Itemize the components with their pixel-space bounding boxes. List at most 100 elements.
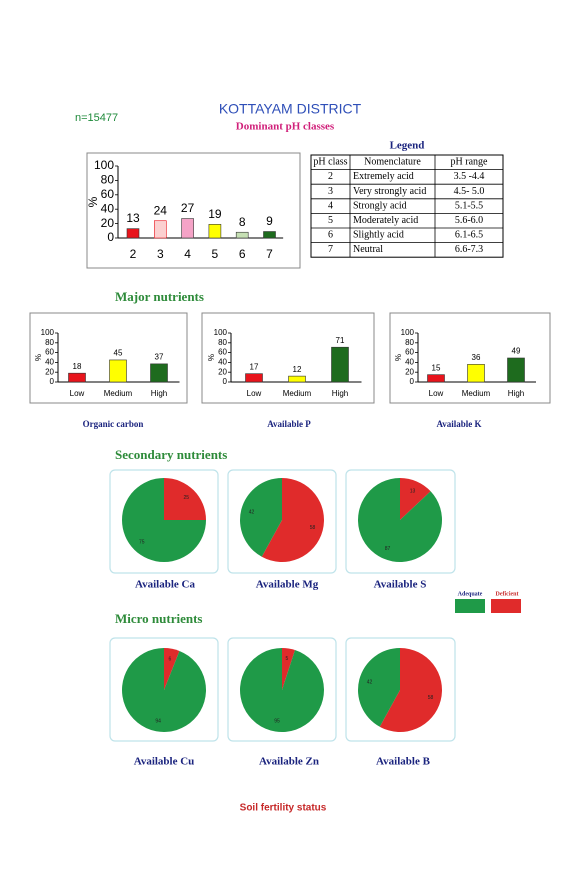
chart-caption: Organic carbon bbox=[83, 419, 144, 429]
slice-label: 58 bbox=[428, 695, 434, 701]
x-tick-label: Low bbox=[70, 389, 85, 398]
value-label: 36 bbox=[472, 353, 481, 362]
table-cell: Extremely acid bbox=[353, 171, 414, 182]
slice-label: 94 bbox=[155, 718, 161, 724]
slice-label: 95 bbox=[274, 718, 280, 724]
y-axis-label: % bbox=[207, 354, 216, 361]
legend-label: Deficient bbox=[496, 591, 519, 597]
y-tick-label: 40 bbox=[101, 201, 115, 215]
x-tick-label: 3 bbox=[157, 247, 164, 261]
y-tick-label: 60 bbox=[218, 348, 227, 357]
table-cell: Strongly acid bbox=[353, 200, 407, 211]
pie-slice bbox=[261, 478, 325, 562]
slice-label: 42 bbox=[249, 509, 255, 515]
bar bbox=[150, 363, 168, 383]
x-tick-label: Low bbox=[247, 389, 262, 398]
y-tick-label: 0 bbox=[107, 230, 114, 244]
y-tick-label: 80 bbox=[218, 338, 227, 347]
y-axis-label: % bbox=[34, 354, 43, 361]
x-tick-label: 6 bbox=[239, 247, 246, 261]
bar bbox=[331, 346, 349, 383]
subtitle: Dominant pH classes bbox=[236, 121, 335, 133]
y-tick-label: 0 bbox=[410, 377, 415, 386]
table-border bbox=[310, 154, 504, 258]
value-label: 19 bbox=[208, 207, 222, 221]
x-tick-label: 4 bbox=[184, 247, 191, 261]
table-cell: 2 bbox=[328, 171, 333, 182]
chart-frame bbox=[389, 312, 551, 404]
table-cell: 4.5- 5.0 bbox=[454, 186, 485, 197]
bar bbox=[467, 364, 485, 383]
value-label: 17 bbox=[250, 362, 259, 371]
chart-caption: Available S bbox=[374, 579, 427, 591]
value-label: 9 bbox=[266, 214, 273, 228]
pie-slice bbox=[358, 478, 442, 562]
bar bbox=[208, 224, 222, 239]
table-header: pH class bbox=[313, 157, 347, 168]
district-title: KOTTAYAM DISTRICT bbox=[219, 101, 362, 117]
bar bbox=[288, 375, 306, 383]
table-cell: 3.5 -4.4 bbox=[454, 171, 485, 182]
y-tick-label: 40 bbox=[45, 358, 54, 367]
y-tick-label: 0 bbox=[223, 377, 228, 386]
chart-caption: Available Cu bbox=[134, 756, 195, 768]
x-tick-label: Medium bbox=[462, 389, 491, 398]
table-header: Nomenclature bbox=[364, 157, 421, 168]
chart-caption: Available K bbox=[436, 419, 481, 429]
sample-count: n=15477 bbox=[75, 112, 118, 124]
footer: Soil fertility status bbox=[240, 803, 327, 814]
x-tick-label: High bbox=[332, 389, 348, 398]
chart-caption: Available Zn bbox=[259, 756, 319, 768]
bar bbox=[68, 372, 86, 383]
table-cell: 3 bbox=[328, 186, 333, 197]
pie-slice bbox=[240, 648, 325, 732]
value-label: 8 bbox=[239, 215, 246, 229]
x-tick-label: High bbox=[508, 389, 524, 398]
legend-label: Adequate bbox=[458, 591, 483, 597]
bar bbox=[245, 373, 263, 383]
legend-swatch bbox=[455, 599, 485, 613]
pie-slice bbox=[240, 478, 282, 557]
bar bbox=[126, 228, 140, 239]
table-cell: 7 bbox=[328, 244, 333, 255]
y-tick-label: 80 bbox=[45, 338, 54, 347]
x-tick-label: Low bbox=[429, 389, 444, 398]
bar bbox=[235, 231, 249, 239]
section-title: Micro nutrients bbox=[115, 611, 203, 626]
bar bbox=[181, 218, 194, 239]
value-label: 18 bbox=[73, 362, 82, 371]
table-cell: 6 bbox=[328, 230, 333, 241]
chart-caption: Available B bbox=[376, 756, 431, 768]
table-cell: 6.6-7.3 bbox=[455, 244, 483, 255]
value-label: 27 bbox=[181, 201, 195, 215]
y-tick-label: 20 bbox=[101, 216, 115, 230]
pie-slice bbox=[400, 478, 431, 520]
slice-label: 42 bbox=[367, 679, 373, 685]
y-tick-label: 100 bbox=[41, 328, 55, 337]
legend-swatch bbox=[491, 599, 521, 613]
bar bbox=[263, 231, 276, 239]
x-tick-label: 7 bbox=[266, 247, 273, 261]
chart-caption: Available Mg bbox=[256, 579, 319, 591]
table-cell: 5 bbox=[328, 215, 333, 226]
value-label: 71 bbox=[336, 336, 345, 345]
x-tick-label: 5 bbox=[212, 247, 219, 261]
pie-slice bbox=[122, 478, 206, 562]
value-label: 13 bbox=[126, 211, 140, 225]
y-tick-label: 80 bbox=[101, 173, 115, 187]
chart-caption: Available P bbox=[267, 419, 311, 429]
slice-label: 58 bbox=[310, 525, 316, 531]
y-tick-label: 0 bbox=[50, 377, 55, 386]
value-label: 49 bbox=[512, 347, 521, 356]
pie-slice bbox=[282, 648, 295, 690]
x-tick-label: Medium bbox=[283, 389, 312, 398]
slice-label: 25 bbox=[183, 495, 189, 501]
table-cell: Very strongly acid bbox=[353, 186, 426, 197]
y-axis-label: % bbox=[394, 354, 403, 361]
bar bbox=[154, 220, 167, 239]
y-tick-label: 20 bbox=[218, 367, 227, 376]
pie-slice bbox=[164, 478, 206, 520]
table-header: pH range bbox=[451, 157, 488, 168]
